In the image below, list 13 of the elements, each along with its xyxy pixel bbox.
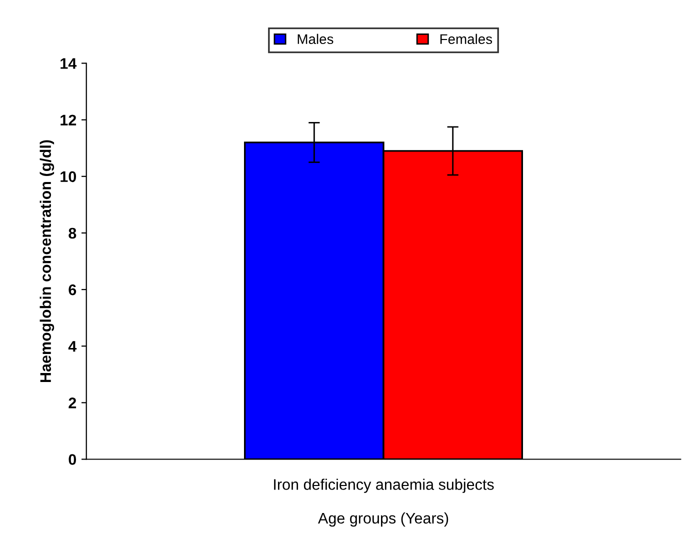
y-tick-label: 6 xyxy=(68,284,76,296)
legend-label: Males xyxy=(298,34,334,44)
y-tick-label: 12 xyxy=(60,114,76,126)
y-tick-label: 10 xyxy=(60,171,76,182)
y-tick-label: 2 xyxy=(68,398,76,408)
legend-label: Females xyxy=(440,34,492,44)
y-tick-label: 4 xyxy=(68,341,77,352)
y-tick-label: 14 xyxy=(60,58,77,69)
x-axis-title: Age groups (Years) xyxy=(318,512,448,527)
y-tick-label: 8 xyxy=(68,228,76,239)
x-tick-label: Iron deficiency anaemia subjects xyxy=(274,478,494,493)
y-tick-label: 0 xyxy=(68,454,76,465)
y-axis-title: Haemoglobin concentration (g/dl) xyxy=(40,140,54,382)
